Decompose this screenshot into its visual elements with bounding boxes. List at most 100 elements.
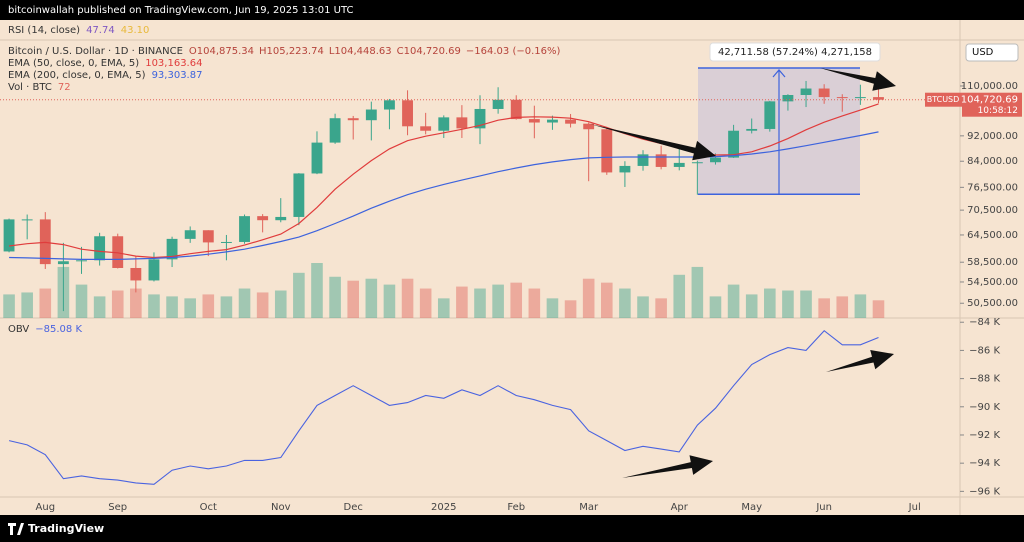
volume-bar [130, 288, 142, 318]
obv-line [8, 329, 879, 485]
volume-bar [637, 296, 649, 318]
volume-bar [709, 296, 722, 318]
candle-body [130, 267, 142, 281]
candle-body [347, 118, 359, 121]
footer-logo [8, 523, 24, 535]
last-price-label: 104,720.69 [961, 95, 1018, 106]
volume-bar [238, 288, 251, 318]
candle-body [673, 162, 685, 167]
legend-value: 103,163.64 [145, 58, 202, 69]
volume-bar [546, 298, 559, 318]
candle-body [619, 165, 631, 173]
candle-body [818, 88, 830, 98]
volume-bar [75, 284, 88, 318]
annotation-arrow [820, 68, 896, 91]
candle-body [39, 219, 51, 265]
annotation-arrow [622, 455, 713, 478]
x-tick-label: Oct [200, 502, 217, 513]
legend-name: OBV [8, 324, 29, 335]
y-tick-label: 70,500.00 [967, 205, 1018, 216]
volume-bar [619, 288, 631, 318]
annotation-arrow [826, 350, 894, 372]
ohlc-value: O104,875.34 [189, 46, 254, 57]
volume-bar [293, 272, 305, 318]
candle-body [21, 219, 33, 221]
volume-bar [456, 286, 468, 318]
volume-bar [854, 294, 867, 318]
candle-body [365, 109, 377, 121]
y-tick-label: 50,500.00 [967, 298, 1018, 309]
volume-bar [800, 290, 812, 318]
candle-body [691, 162, 703, 164]
measure-label-box [709, 42, 881, 62]
volume-bar [3, 294, 15, 318]
candle-body [311, 142, 323, 174]
ohlc-value: H105,223.74 [259, 46, 324, 57]
legend-value: 43.10 [121, 25, 150, 36]
volume-bar [419, 288, 432, 318]
volume-bar [311, 263, 323, 318]
candle-body [510, 99, 522, 120]
measure-label: 42,711.58 (57.24%) 4,271,158 [718, 47, 872, 58]
x-tick-label: Nov [271, 502, 291, 513]
volume-bar [836, 296, 849, 318]
volume-bar [148, 294, 160, 318]
symbol-label: BTCUSD [927, 95, 960, 104]
volume-bar [93, 296, 106, 318]
legend-name: RSI (14, close) [8, 25, 80, 36]
header-bar [0, 0, 1024, 20]
legend-name: EMA (200, close, 0, EMA, 5) [8, 70, 146, 81]
legend-value: 47.74 [86, 25, 115, 36]
volume-bar [437, 298, 450, 318]
header-text: bitcoinwallah published on TradingView.c… [8, 5, 353, 16]
volume-bar [782, 290, 794, 318]
volume-bar [872, 300, 885, 318]
y-tick-label: 76,500.00 [967, 182, 1018, 193]
footer-text: TradingView [28, 522, 104, 535]
candle-body [565, 119, 576, 124]
candle-body [57, 261, 69, 265]
candle-body [402, 100, 413, 127]
volume-bar [383, 284, 396, 318]
y-tick-label: 58,500.00 [967, 257, 1018, 268]
candle-body [329, 118, 341, 143]
candle-body [112, 236, 124, 268]
candle-body [293, 173, 305, 217]
obv-tick-label: −86 K [969, 345, 1000, 356]
chart-title: Bitcoin / U.S. Dollar · 1D · BINANCE [8, 46, 183, 57]
annotation-arrow [590, 124, 716, 161]
x-tick-label: Sep [108, 502, 127, 513]
volume-bar [111, 290, 124, 318]
legend-name: Vol · BTC [8, 82, 52, 93]
volume-bar [691, 266, 704, 318]
plot-layer: 50,500.00 54,500.00 58,500.00 64,500.00 70,5… [0, 25, 1022, 513]
candle-body [456, 117, 468, 129]
last-price-box [962, 92, 1022, 117]
x-tick-label: Jun [815, 502, 832, 513]
candle-body [800, 88, 812, 96]
volume-bar [274, 290, 287, 318]
volume-bar [166, 296, 178, 318]
candle-body [583, 123, 595, 130]
candle-body [184, 230, 196, 239]
volume-bar [582, 278, 595, 318]
obv-tick-label: −96 K [969, 486, 1000, 497]
volume-bar [510, 282, 523, 318]
volume-bar [39, 288, 52, 318]
x-tick-label: Aug [36, 502, 56, 513]
currency-label: USD [972, 47, 994, 58]
legend-value: 93,303.87 [152, 70, 203, 81]
volume-bar [329, 276, 341, 318]
candle-body [637, 154, 649, 166]
candle-body [3, 219, 15, 252]
volume-bar [727, 284, 740, 318]
candle-body [764, 101, 776, 129]
volume-bar [492, 284, 504, 318]
y-tick-label: 110,000.00 [961, 81, 1018, 92]
volume-bar [365, 278, 378, 318]
x-tick-label: Apr [671, 502, 689, 513]
countdown: 10:58:12 [978, 106, 1018, 116]
volume-bar [220, 296, 233, 318]
obv-tick-label: −94 K [969, 458, 1000, 469]
footer-bar [0, 515, 1024, 542]
